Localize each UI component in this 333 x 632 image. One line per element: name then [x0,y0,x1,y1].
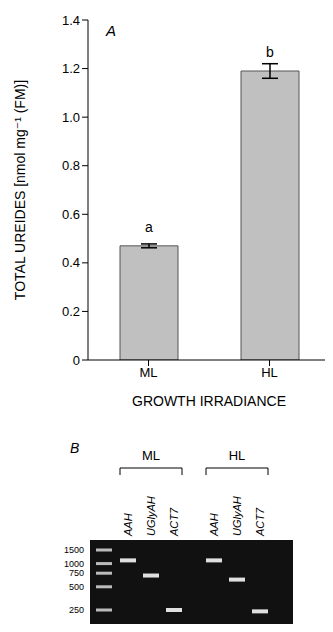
svg-text:UGlyAH: UGlyAH [231,496,243,536]
svg-text:1000: 1000 [64,559,84,569]
svg-text:1500: 1500 [64,545,84,555]
svg-text:0.6: 0.6 [62,207,80,222]
svg-text:0.8: 0.8 [62,158,80,173]
svg-text:UGlyAH: UGlyAH [145,496,157,536]
svg-text:TOTAL UREIDES [nmol mg⁻¹ (FM)]: TOTAL UREIDES [nmol mg⁻¹ (FM)] [12,80,28,300]
svg-text:ML: ML [142,448,160,463]
svg-text:B: B [70,440,79,456]
svg-text:ACT7: ACT7 [254,507,266,537]
html-text:A: A [106,22,116,39]
svg-text:1.0: 1.0 [62,110,80,125]
svg-text:250: 250 [69,605,84,615]
svg-text:GROWTH IRRADIANCE: GROWTH IRRADIANCE [132,393,286,409]
svg-text:500: 500 [69,582,84,592]
svg-text:HL: HL [261,365,278,380]
svg-text:AAH: AAH [122,513,134,537]
svg-text:ACT7: ACT7 [168,507,180,537]
svg-text:0: 0 [73,353,80,368]
svg-text:b: b [266,44,274,60]
svg-text:a: a [145,219,153,235]
svg-text:1.4: 1.4 [62,13,80,28]
svg-text:750: 750 [69,568,84,578]
svg-text:0.4: 0.4 [62,255,80,270]
svg-text:1.2: 1.2 [62,61,80,76]
svg-text:0.2: 0.2 [62,304,80,319]
svg-text:AAH: AAH [208,513,220,537]
svg-text:ML: ML [139,365,157,380]
svg-text:HL: HL [229,448,246,463]
